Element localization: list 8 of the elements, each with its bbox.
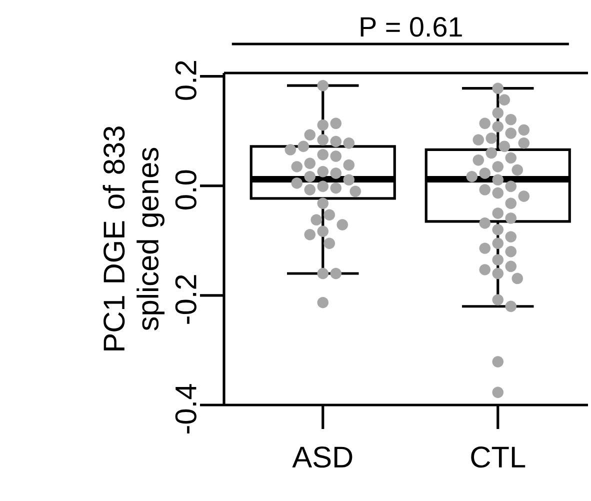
y-tick-label: 0.2 bbox=[175, 61, 196, 100]
x-tick-label: ASD bbox=[292, 446, 352, 468]
x-tick-label: CTL bbox=[471, 446, 526, 468]
y-tick-label: 0.0 bbox=[175, 170, 196, 210]
y-axis-title: PC1 DGE of 833 spliced genes bbox=[102, 126, 164, 350]
y-tick-label: -0.2 bbox=[175, 275, 196, 324]
y-tick-label: -0.4 bbox=[175, 384, 196, 434]
text: P = 0.61 bbox=[360, 17, 462, 37]
